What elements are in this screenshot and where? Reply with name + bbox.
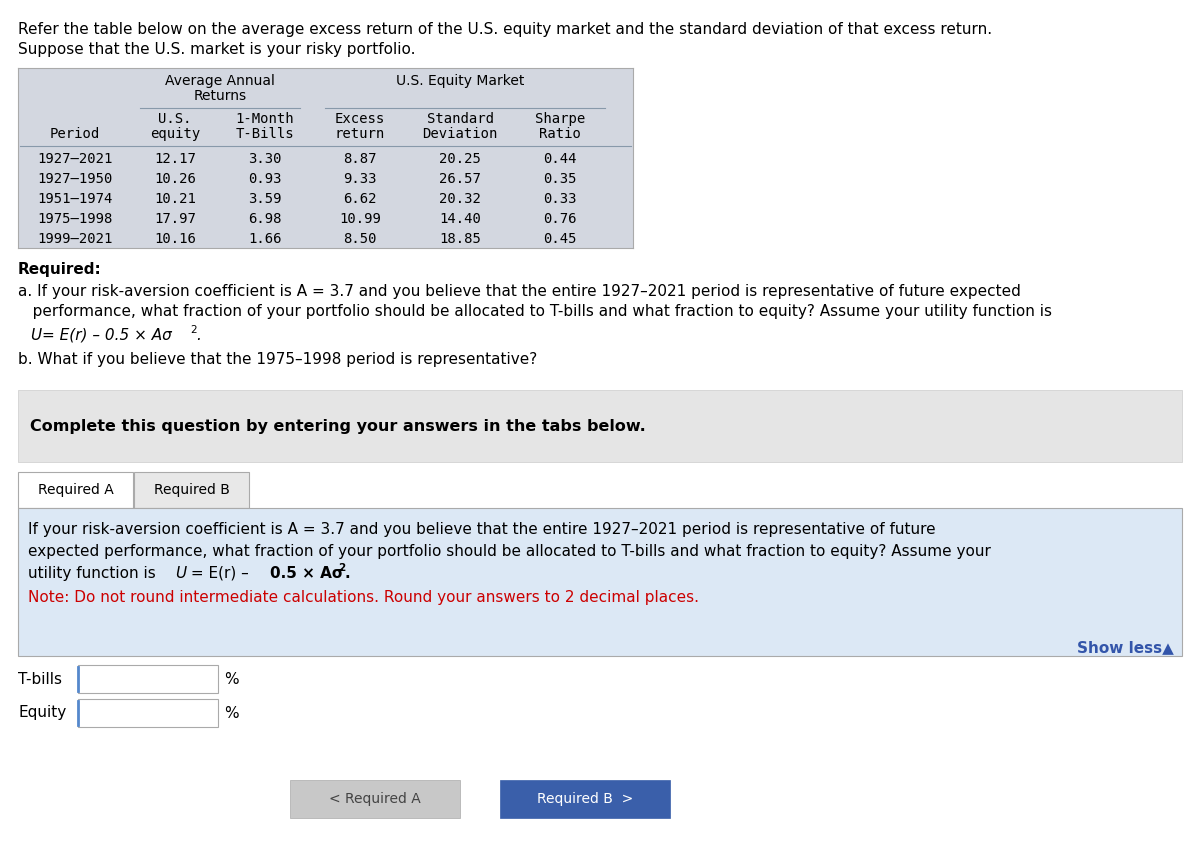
Text: 0.5 × Aσ: 0.5 × Aσ <box>270 566 343 581</box>
Text: %: % <box>224 672 239 687</box>
Bar <box>18 68 634 248</box>
Text: Deviation: Deviation <box>422 127 498 141</box>
Bar <box>78 665 218 693</box>
Text: Ratio: Ratio <box>539 127 581 141</box>
Text: 0.93: 0.93 <box>248 172 282 186</box>
Text: 1951–1974: 1951–1974 <box>37 192 113 206</box>
Text: Excess: Excess <box>335 112 385 126</box>
Text: 2: 2 <box>190 325 197 335</box>
Text: a. If your risk-aversion coefficient is A = 3.7 and you believe that the entire : a. If your risk-aversion coefficient is … <box>18 284 1021 299</box>
Text: %: % <box>224 706 239 721</box>
Text: 20.32: 20.32 <box>439 192 481 206</box>
Text: T-Bills: T-Bills <box>235 127 294 141</box>
Text: 18.85: 18.85 <box>439 232 481 246</box>
Text: 3.30: 3.30 <box>248 152 282 166</box>
Text: 0.33: 0.33 <box>544 192 577 206</box>
Text: 1975–1998: 1975–1998 <box>37 212 113 226</box>
Text: 0.35: 0.35 <box>544 172 577 186</box>
Text: Required B: Required B <box>154 483 230 497</box>
Text: Returns: Returns <box>193 89 246 103</box>
Text: utility function is: utility function is <box>28 566 161 581</box>
Text: 26.57: 26.57 <box>439 172 481 186</box>
Text: b. What if you believe that the 1975–1998 period is representative?: b. What if you believe that the 1975–199… <box>18 352 538 367</box>
Text: 10.26: 10.26 <box>154 172 196 186</box>
Text: equity: equity <box>150 127 200 141</box>
Text: performance, what fraction of your portfolio should be allocated to T-bills and : performance, what fraction of your portf… <box>18 304 1052 319</box>
Text: 10.21: 10.21 <box>154 192 196 206</box>
Text: return: return <box>335 127 385 141</box>
Text: Standard: Standard <box>426 112 493 126</box>
Text: U: U <box>175 566 186 581</box>
Text: 14.40: 14.40 <box>439 212 481 226</box>
Text: 9.33: 9.33 <box>343 172 377 186</box>
Bar <box>134 472 250 508</box>
Bar <box>78 699 218 727</box>
Text: U.S.: U.S. <box>158 112 192 126</box>
Text: Required:: Required: <box>18 262 102 277</box>
Text: Average Annual: Average Annual <box>166 74 275 88</box>
Text: 6.62: 6.62 <box>343 192 377 206</box>
Text: 8.50: 8.50 <box>343 232 377 246</box>
Bar <box>290 780 460 818</box>
Text: 3.59: 3.59 <box>248 192 282 206</box>
Text: 12.17: 12.17 <box>154 152 196 166</box>
Text: expected performance, what fraction of your portfolio should be allocated to T-b: expected performance, what fraction of y… <box>28 544 991 559</box>
Text: 1-Month: 1-Month <box>235 112 294 126</box>
Text: 8.87: 8.87 <box>343 152 377 166</box>
Bar <box>500 780 670 818</box>
Text: If your risk-aversion coefficient is A = 3.7 and you believe that the entire 192: If your risk-aversion coefficient is A =… <box>28 522 936 537</box>
Text: .: . <box>344 566 349 581</box>
Text: Note: Do not round intermediate calculations. Round your answers to 2 decimal pl: Note: Do not round intermediate calculat… <box>28 590 698 605</box>
Text: 10.99: 10.99 <box>340 212 380 226</box>
Text: Show less▲: Show less▲ <box>1078 640 1174 655</box>
Text: Refer the table below on the average excess return of the U.S. equity market and: Refer the table below on the average exc… <box>18 22 992 37</box>
Text: = E(r) –: = E(r) – <box>186 566 253 581</box>
Text: Required A: Required A <box>38 483 114 497</box>
Bar <box>18 508 1182 656</box>
Text: U: U <box>30 328 41 343</box>
Text: 1927–1950: 1927–1950 <box>37 172 113 186</box>
Text: Complete this question by entering your answers in the tabs below.: Complete this question by entering your … <box>30 418 646 434</box>
Text: < Required A: < Required A <box>329 792 421 806</box>
Text: Suppose that the U.S. market is your risky portfolio.: Suppose that the U.S. market is your ris… <box>18 42 415 57</box>
Text: .: . <box>196 328 200 343</box>
Text: Sharpe: Sharpe <box>535 112 586 126</box>
Text: 0.44: 0.44 <box>544 152 577 166</box>
Text: = E(r) – 0.5 × Aσ: = E(r) – 0.5 × Aσ <box>42 328 172 343</box>
Text: U.S. Equity Market: U.S. Equity Market <box>396 74 524 88</box>
Text: 17.97: 17.97 <box>154 212 196 226</box>
Bar <box>18 472 133 508</box>
Text: 1927–2021: 1927–2021 <box>37 152 113 166</box>
Text: 6.98: 6.98 <box>248 212 282 226</box>
Text: 1999–2021: 1999–2021 <box>37 232 113 246</box>
Text: T-bills: T-bills <box>18 672 62 687</box>
Text: Period: Period <box>50 127 100 141</box>
Text: 1.66: 1.66 <box>248 232 282 246</box>
Text: 20.25: 20.25 <box>439 152 481 166</box>
Bar <box>18 390 1182 462</box>
Text: 10.16: 10.16 <box>154 232 196 246</box>
Text: 0.45: 0.45 <box>544 232 577 246</box>
Text: 0.76: 0.76 <box>544 212 577 226</box>
Text: Required B  >: Required B > <box>536 792 634 806</box>
Text: 2: 2 <box>338 563 346 573</box>
Text: Equity: Equity <box>18 706 66 721</box>
